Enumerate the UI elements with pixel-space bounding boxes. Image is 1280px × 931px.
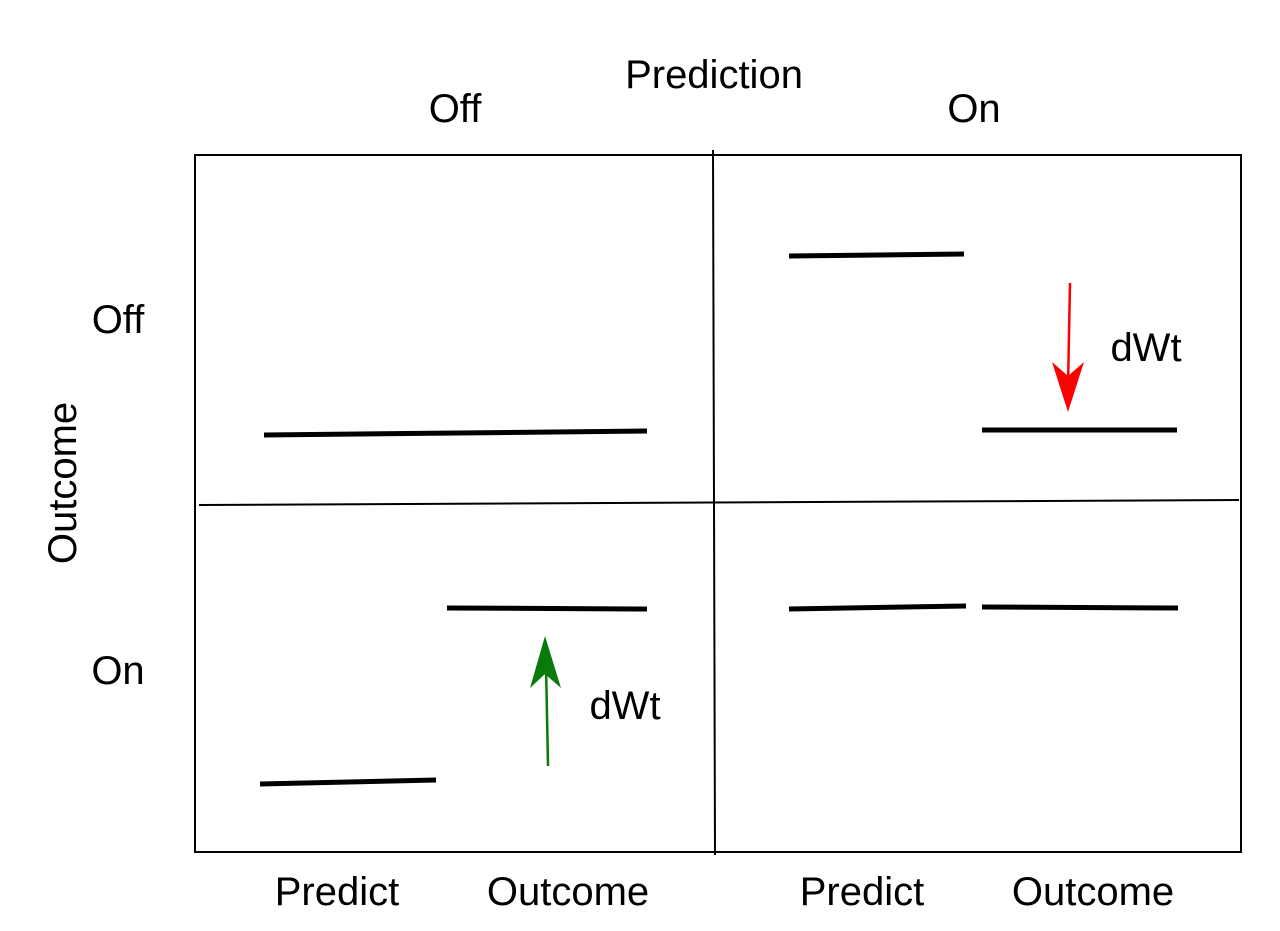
level-bar-off-off bbox=[263, 428, 648, 438]
decrease-arrow-shaft bbox=[1066, 282, 1072, 387]
level-bar-outcome-off-on bbox=[446, 605, 648, 612]
grid-frame bbox=[194, 154, 1242, 853]
footer-left-predict: Predict bbox=[275, 870, 400, 914]
decrease-arrow-head bbox=[1052, 362, 1084, 412]
level-bar-predict-on-off bbox=[788, 251, 965, 259]
decrease-weight-label: dWt bbox=[1110, 326, 1181, 370]
increase-arrow-head bbox=[530, 636, 561, 688]
horizontal-divider bbox=[198, 499, 1240, 506]
column-label-on: On bbox=[947, 87, 1000, 131]
decrease-arrow bbox=[1052, 282, 1084, 412]
increase-arrow-shaft bbox=[544, 663, 550, 767]
prediction-header: Prediction bbox=[625, 53, 803, 97]
footer-right-outcome: Outcome bbox=[1012, 870, 1174, 914]
increase-weight-label: dWt bbox=[589, 684, 660, 728]
column-label-off: Off bbox=[429, 87, 483, 131]
increase-arrow bbox=[530, 636, 561, 767]
footer-right-predict: Predict bbox=[800, 870, 925, 914]
outcome-axis-label: Outcome bbox=[41, 402, 85, 564]
level-bar-predict-off-on bbox=[259, 777, 437, 787]
level-bar-predict-on-on bbox=[788, 603, 967, 612]
footer-left-outcome: Outcome bbox=[487, 870, 649, 914]
row-label-off: Off bbox=[92, 298, 146, 342]
level-bar-outcome-on-on bbox=[981, 604, 1179, 611]
row-label-on: On bbox=[91, 649, 144, 693]
